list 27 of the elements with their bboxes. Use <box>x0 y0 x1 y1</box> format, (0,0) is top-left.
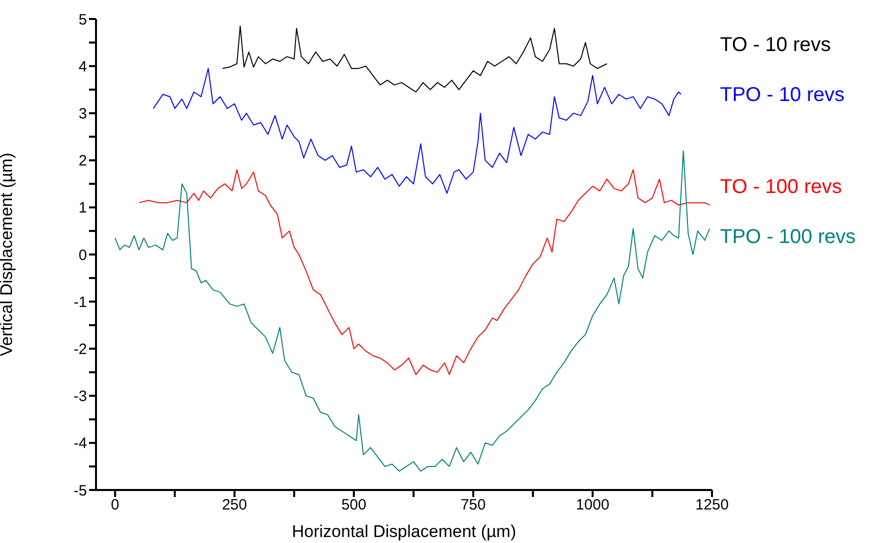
x-axis-title: Horizontal Displacement (µm) <box>292 522 516 541</box>
y-tick-label: -3 <box>74 388 87 406</box>
series-label: TPO - 100 revs <box>720 226 856 249</box>
y-axis-title: Vertical Displacement (µm) <box>0 152 16 356</box>
x-tick-label: 500 <box>341 496 366 514</box>
series-label: TO - 100 revs <box>720 176 842 199</box>
y-tick-label: 1 <box>78 200 87 217</box>
line-series <box>138 169 710 376</box>
y-tick-label: -5 <box>74 482 87 500</box>
x-tick-label: 1250 <box>695 496 729 514</box>
x-tick-label: 1000 <box>576 496 610 514</box>
y-tick-label: -4 <box>74 435 87 452</box>
line-series <box>222 26 608 93</box>
y-tick-label: 2 <box>78 152 87 170</box>
x-tick-label: 250 <box>222 496 247 514</box>
y-tick-label: 5 <box>78 11 87 28</box>
series-label: TPO - 10 revs <box>720 84 844 107</box>
x-tick-label: 750 <box>460 496 486 514</box>
line-series <box>114 150 710 472</box>
line-series <box>152 68 682 194</box>
text: TO - 10 revs <box>720 34 831 57</box>
y-tick-label: -1 <box>74 294 87 311</box>
x-tick-label: 0 <box>110 496 120 514</box>
y-tick-label: 0 <box>78 246 87 264</box>
y-tick-label: 3 <box>78 106 87 123</box>
y-tick-label: 4 <box>78 58 87 76</box>
y-tick-label: -2 <box>74 341 87 358</box>
